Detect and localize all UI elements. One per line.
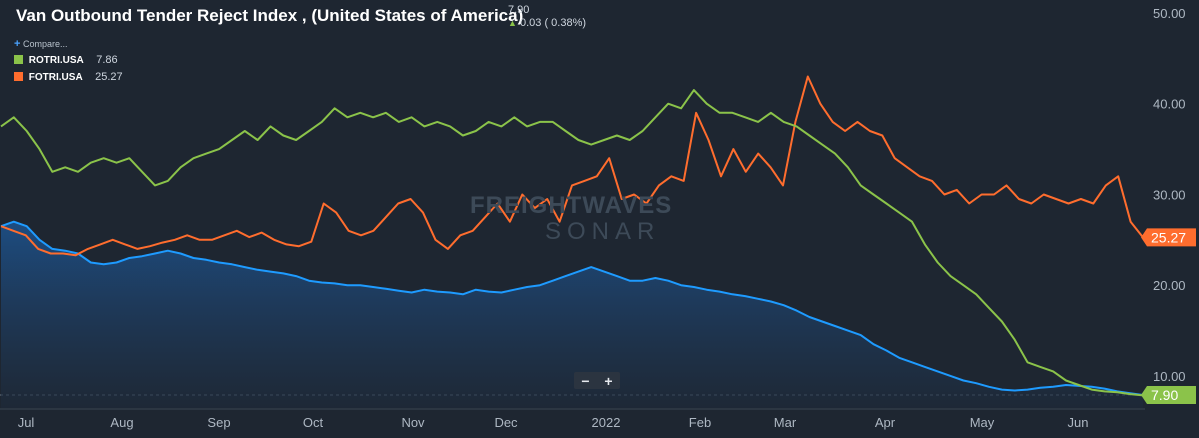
value-tag-text: 25.27: [1151, 229, 1186, 245]
compare-label: Compare...: [22, 39, 68, 49]
x-tick-label: Feb: [689, 415, 711, 430]
legend-label-rotri: ROTRI.USA: [28, 55, 84, 66]
x-tick-label: Dec: [494, 415, 518, 430]
y-tick-label: 10.00: [1153, 369, 1186, 384]
zoom-out-button[interactable]: −: [581, 372, 590, 389]
x-tick-label: May: [970, 415, 995, 430]
value-tag-votri.usa: 7.90: [1141, 386, 1196, 404]
x-tick-label: Oct: [303, 415, 324, 430]
x-tick-label: Nov: [401, 415, 425, 430]
chart-title: Van Outbound Tender Reject Index , (Unit…: [16, 6, 524, 25]
x-tick-label: Apr: [875, 415, 896, 430]
legend-label-fotri: FOTRI.USA: [28, 72, 83, 83]
legend-swatch-rotri: [14, 55, 23, 64]
x-tick-label: 2022: [592, 415, 621, 430]
legend-item-fotri[interactable]: FOTRI.USA 25.27: [14, 71, 123, 83]
compare-button[interactable]: + Compare...: [14, 38, 67, 50]
value-change: ▲ 0.03 ( 0.38%): [508, 17, 586, 29]
y-tick-label: 30.00: [1153, 187, 1186, 202]
x-tick-label: Aug: [110, 415, 133, 430]
value-tag-text: 7.90: [1151, 387, 1178, 403]
zoom-control: − +: [574, 372, 620, 389]
y-tick-label: 50.00: [1153, 6, 1186, 21]
legend-value-fotri: 25.27: [95, 71, 123, 83]
up-arrow-icon: ▲: [508, 18, 517, 28]
watermark-logo: FREIGHTWAVES: [470, 192, 673, 219]
legend-value-rotri: 7.86: [96, 54, 118, 66]
series-area-votri.usa: [1, 221, 1143, 408]
series-line-votri.usa[interactable]: [0, 220, 1144, 396]
series-line-fotri.usa[interactable]: [0, 75, 1144, 257]
watermark-sonar: SONAR: [545, 218, 661, 245]
x-tick-label: Jul: [18, 415, 35, 430]
y-tick-label: 20.00: [1153, 278, 1186, 293]
x-tick-label: Jun: [1068, 415, 1089, 430]
x-tick-label: Mar: [774, 415, 797, 430]
current-value: 7.90: [508, 4, 530, 16]
legend-item-rotri[interactable]: ROTRI.USA 7.86: [14, 54, 118, 66]
y-tick-label: 40.00: [1153, 97, 1186, 112]
x-tick-label: Sep: [207, 415, 230, 430]
value-tag-fotri.usa: 25.27: [1141, 228, 1196, 247]
series-line-rotri.usa[interactable]: [0, 89, 1144, 397]
plus-icon: +: [14, 38, 21, 50]
change-text: 0.03 ( 0.38%): [519, 17, 587, 29]
legend-swatch-fotri: [14, 72, 23, 81]
zoom-in-button[interactable]: +: [604, 372, 613, 389]
